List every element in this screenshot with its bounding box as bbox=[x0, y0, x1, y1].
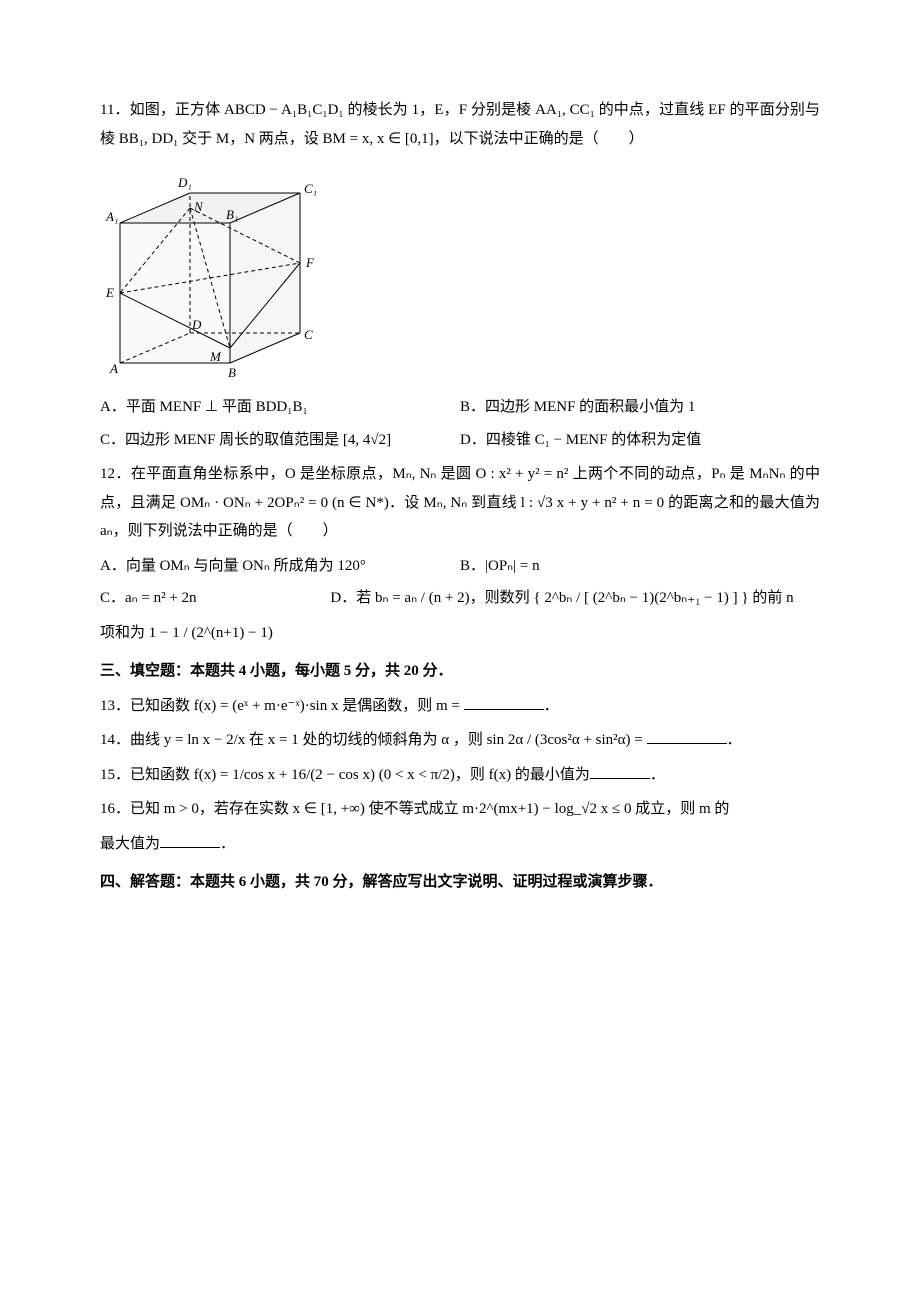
svg-text:A₁: A₁ bbox=[105, 209, 118, 224]
q12-optB: B．|OPₙ| = n bbox=[460, 552, 820, 581]
q15-blank bbox=[590, 763, 650, 779]
svg-text:D₁: D₁ bbox=[177, 175, 192, 190]
q12-optD-line2: 项和为 1 − 1 / (2^(n+1) − 1) bbox=[100, 619, 820, 648]
q13: 13．已知函数 f(x) = (eˣ + m·e⁻ˣ)·sin x 是偶函数，则… bbox=[100, 692, 820, 721]
svg-text:N: N bbox=[193, 199, 204, 214]
q14: 14．曲线 y = ln x − 2/x 在 x = 1 处的切线的倾斜角为 α… bbox=[100, 726, 820, 755]
q12-stem: 12．在平面直角坐标系中，O 是坐标原点，Mₙ, Nₙ 是圆 O : x² + … bbox=[100, 460, 820, 546]
q13-tail: ． bbox=[544, 698, 559, 714]
cube-diagram: A B C D A₁ B₁ C₁ D₁ E F M N bbox=[100, 163, 330, 383]
section3-title: 三、填空题：本题共 4 小题，每小题 5 分，共 20 分． bbox=[100, 657, 820, 686]
q12-number: 12． bbox=[100, 466, 131, 482]
q11-optB: B．四边形 MENF 的面积最小值为 1 bbox=[460, 393, 820, 422]
q12-optD: D．若 bₙ = aₙ / (n + 2)，则数列 { 2^bₙ / [ (2^… bbox=[330, 584, 820, 613]
q16-number: 16． bbox=[100, 801, 130, 817]
svg-text:B: B bbox=[228, 365, 236, 380]
q12-options-row2: C．aₙ = n² + 2n D．若 bₙ = aₙ / (n + 2)，则数列… bbox=[100, 584, 820, 613]
q11-optC: C．四边形 MENF 周长的取值范围是 [4, 4√2] bbox=[100, 426, 460, 455]
q12-optD-suffix: 的前 n bbox=[752, 590, 793, 606]
q11-optD: D．四棱锥 C₁ − MENF 的体积为定值 bbox=[460, 426, 820, 455]
svg-text:M: M bbox=[209, 349, 222, 364]
q14-blank bbox=[647, 728, 727, 744]
q16-text2: 最大值为 bbox=[100, 836, 160, 852]
q14-number: 14． bbox=[100, 732, 130, 748]
q12-text: 在平面直角坐标系中，O 是坐标原点，Mₙ, Nₙ 是圆 O : x² + y² … bbox=[100, 466, 820, 539]
q11-options-row1: A．平面 MENF ⊥ 平面 BDD₁B₁ B．四边形 MENF 的面积最小值为… bbox=[100, 393, 820, 422]
q16-text: 已知 m > 0，若存在实数 x ∈ [1, +∞) 使不等式成立 m·2^(m… bbox=[130, 801, 729, 817]
q16-tail: ． bbox=[220, 836, 235, 852]
q11-figure: A B C D A₁ B₁ C₁ D₁ E F M N bbox=[100, 163, 820, 383]
q13-blank bbox=[464, 694, 544, 710]
q16-blank bbox=[160, 832, 220, 848]
q15-tail: ． bbox=[650, 767, 665, 783]
q11-stem: 11．如图，正方体 ABCD − A₁B₁C₁D₁ 的棱长为 1，E，F 分别是… bbox=[100, 96, 820, 153]
svg-text:C₁: C₁ bbox=[304, 181, 317, 196]
q15-number: 15． bbox=[100, 767, 130, 783]
q15-text: 已知函数 f(x) = 1/cos x + 16/(2 − cos x) (0 … bbox=[130, 767, 590, 783]
svg-text:F: F bbox=[305, 255, 315, 270]
q15: 15．已知函数 f(x) = 1/cos x + 16/(2 − cos x) … bbox=[100, 761, 820, 790]
q11-optA: A．平面 MENF ⊥ 平面 BDD₁B₁ bbox=[100, 393, 460, 422]
q12-options-row1: A．向量 OMₙ 与向量 ONₙ 所成角为 120° B．|OPₙ| = n bbox=[100, 552, 820, 581]
q14-text: 曲线 y = ln x − 2/x 在 x = 1 处的切线的倾斜角为 α ，则… bbox=[130, 732, 646, 748]
q11-options-row2: C．四边形 MENF 周长的取值范围是 [4, 4√2] D．四棱锥 C₁ − … bbox=[100, 426, 820, 455]
q13-number: 13． bbox=[100, 698, 130, 714]
q12-optA: A．向量 OMₙ 与向量 ONₙ 所成角为 120° bbox=[100, 552, 460, 581]
q11-text: 如图，正方体 ABCD − A₁B₁C₁D₁ 的棱长为 1，E，F 分别是棱 A… bbox=[100, 102, 820, 147]
q14-tail: ． bbox=[727, 732, 742, 748]
q13-text: 已知函数 f(x) = (eˣ + m·e⁻ˣ)·sin x 是偶函数，则 m … bbox=[130, 698, 464, 714]
svg-text:D: D bbox=[191, 317, 202, 332]
q11-number: 11． bbox=[100, 102, 130, 118]
q12-optD-prefix: D．若 bₙ = aₙ / (n + 2)，则数列 bbox=[330, 590, 529, 606]
q12-optD-mid: { 2^bₙ / [ (2^bₙ − 1)(2^bₙ₊₁ − 1) ] } bbox=[533, 590, 748, 606]
svg-text:C: C bbox=[304, 327, 313, 342]
q12-optC: C．aₙ = n² + 2n bbox=[100, 584, 330, 613]
q16-line1: 16．已知 m > 0，若存在实数 x ∈ [1, +∞) 使不等式成立 m·2… bbox=[100, 795, 820, 824]
svg-text:B₁: B₁ bbox=[226, 207, 238, 222]
section4-title: 四、解答题：本题共 6 小题，共 70 分，解答应写出文字说明、证明过程或演算步… bbox=[100, 868, 820, 897]
q16-line2: 最大值为 ． bbox=[100, 830, 820, 859]
svg-text:A: A bbox=[109, 361, 118, 376]
svg-text:E: E bbox=[105, 285, 114, 300]
